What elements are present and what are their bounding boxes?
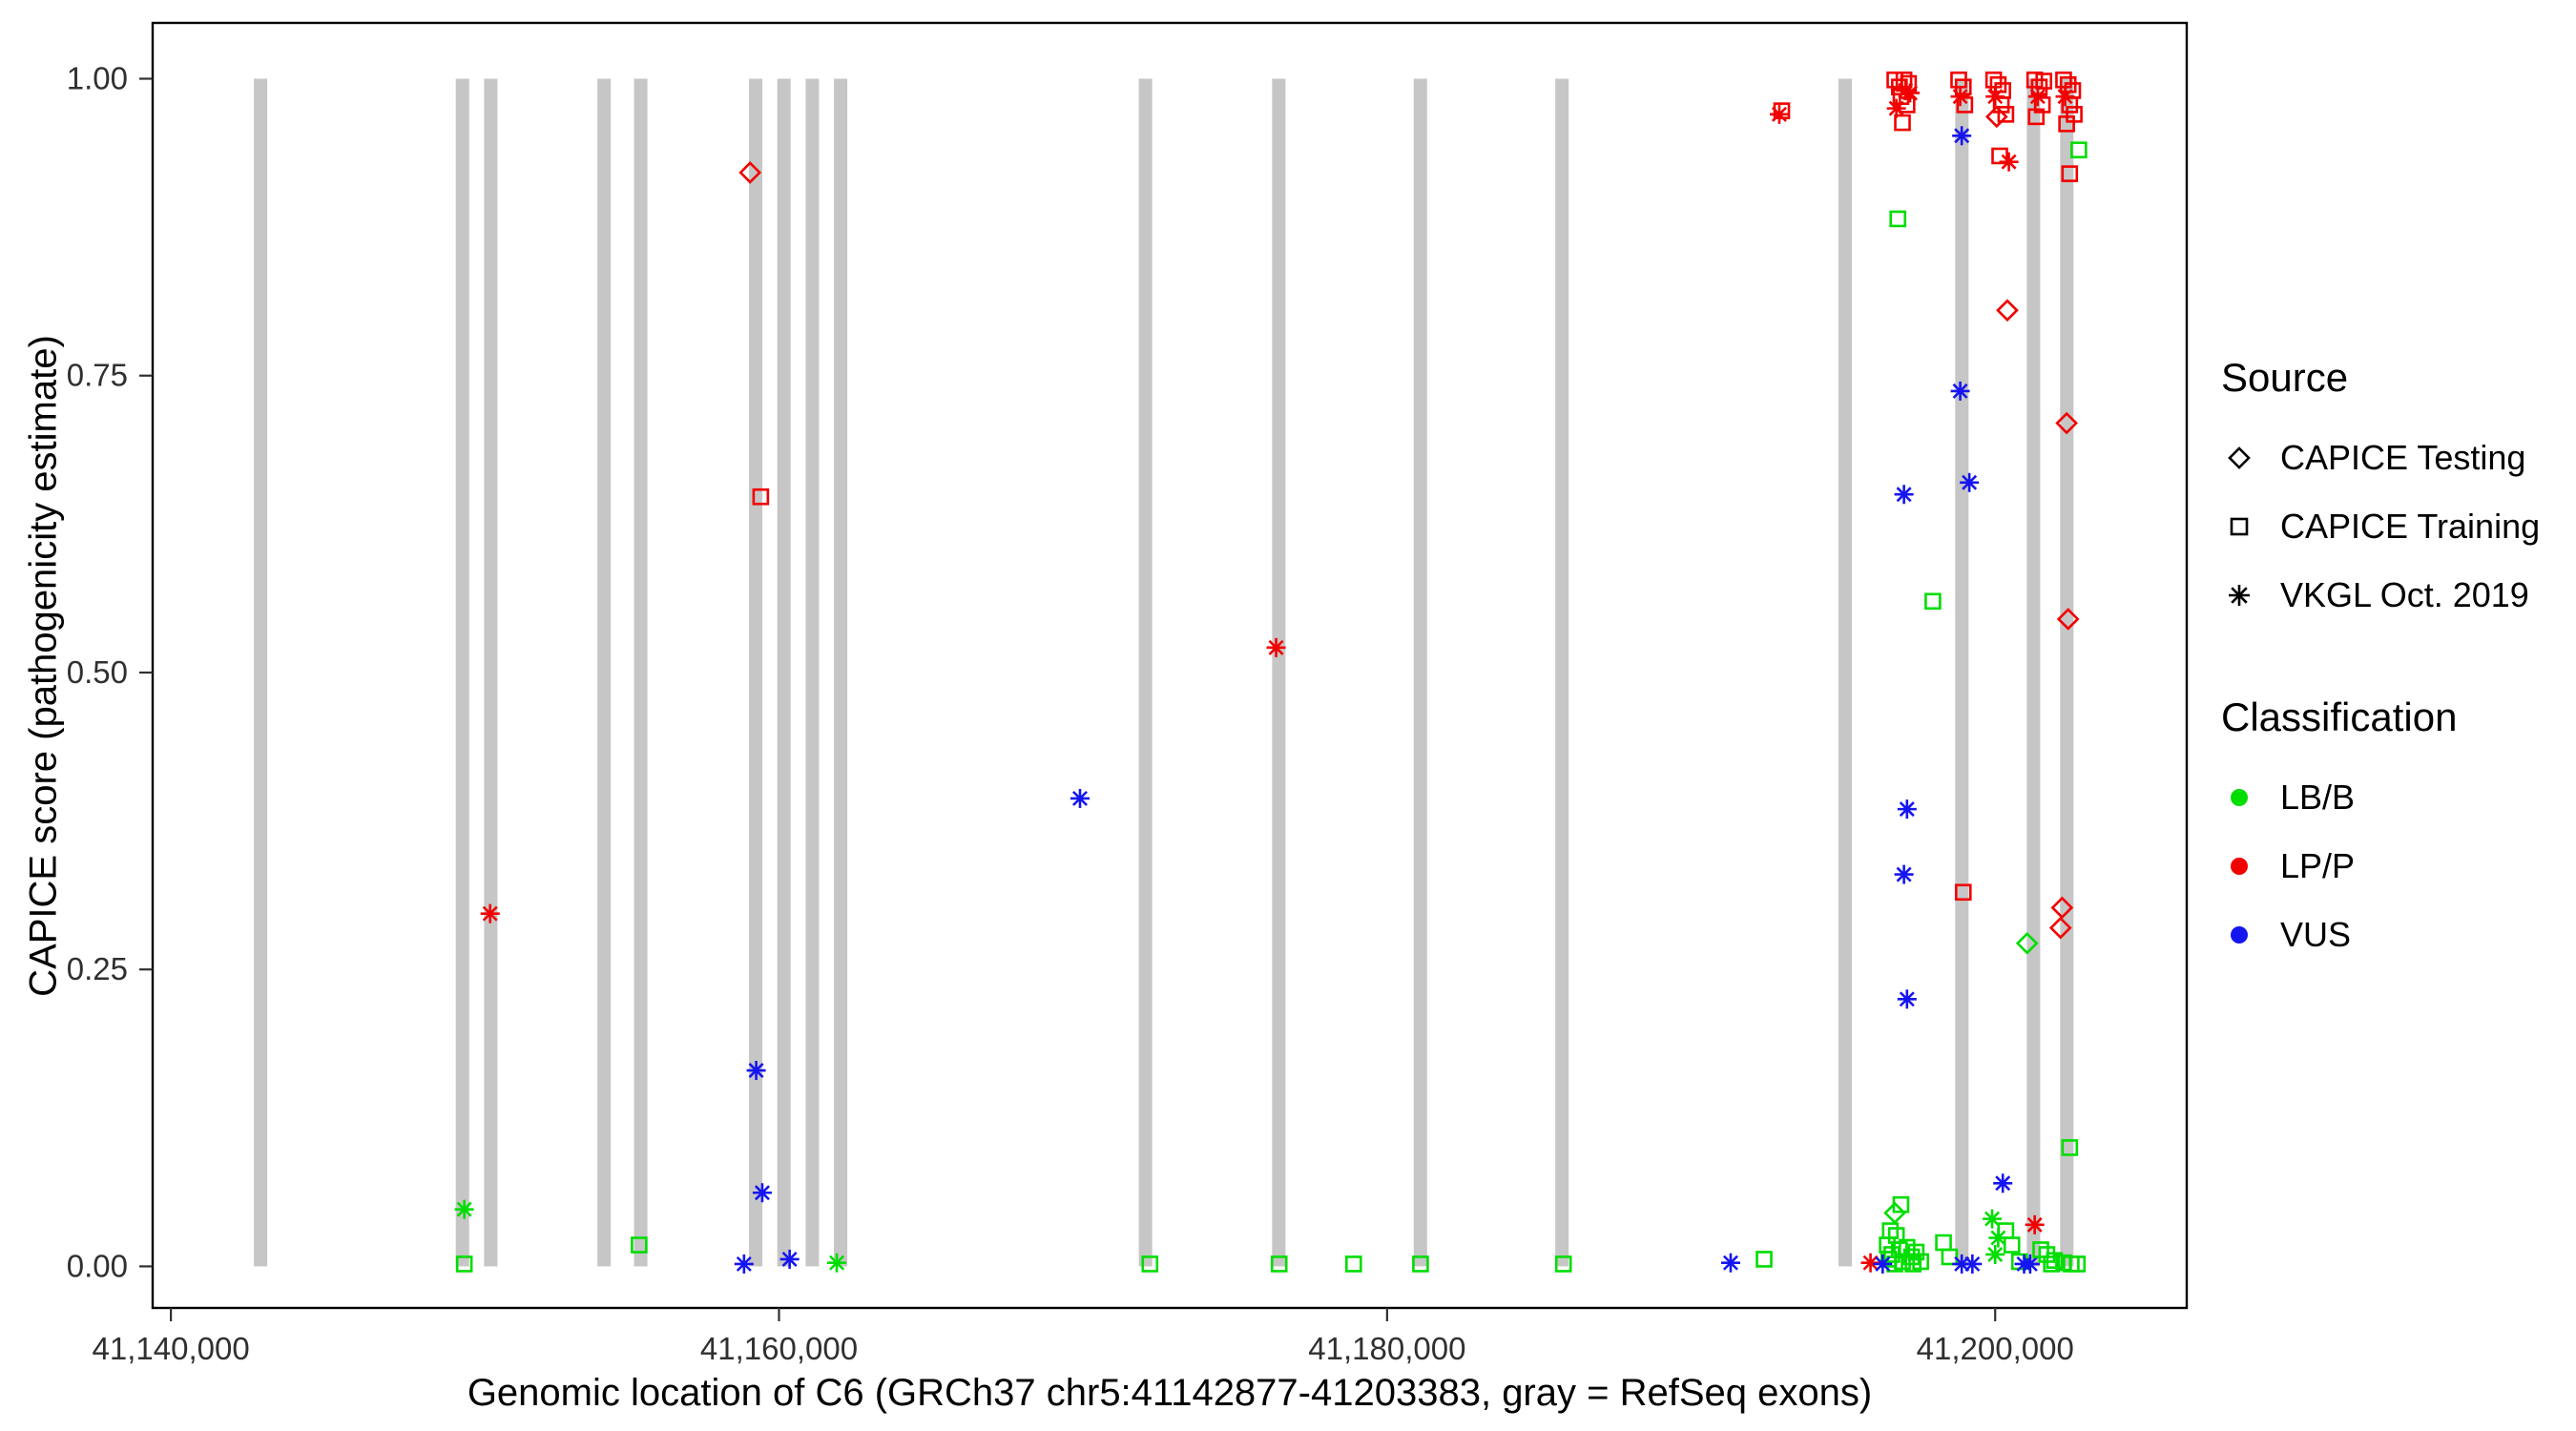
diamond-icon bbox=[2228, 446, 2251, 469]
svg-text:0.50: 0.50 bbox=[67, 654, 128, 690]
y-axis-title: CAPICE score (pathogenicity estimate) bbox=[22, 335, 65, 997]
legend-item-label: CAPICE Testing bbox=[2280, 438, 2526, 477]
legend-item-label: VUS bbox=[2280, 915, 2352, 954]
svg-text:41,140,000: 41,140,000 bbox=[93, 1331, 250, 1366]
legend: Source CAPICE Testing CAPICE Training bbox=[2221, 355, 2540, 969]
legend-item-capice-testing: CAPICE Testing bbox=[2221, 424, 2540, 492]
source-legend: Source CAPICE Testing CAPICE Training bbox=[2221, 355, 2540, 630]
source-legend-title: Source bbox=[2221, 355, 2349, 400]
legend-item-label: LB/B bbox=[2280, 778, 2356, 817]
lbb-dot-icon bbox=[2231, 789, 2248, 806]
svg-text:1.00: 1.00 bbox=[67, 61, 128, 96]
svg-text:0.25: 0.25 bbox=[67, 951, 128, 986]
legend-item-label: LP/P bbox=[2280, 846, 2356, 885]
legend-item-label: VKGL Oct. 2019 bbox=[2280, 575, 2529, 614]
svg-text:0.75: 0.75 bbox=[67, 358, 128, 393]
legend-item-label: CAPICE Training bbox=[2280, 507, 2541, 546]
svg-text:41,200,000: 41,200,000 bbox=[1917, 1331, 2074, 1366]
classification-legend: Classification LB/B LP/P bbox=[2221, 695, 2540, 969]
x-axis-title: Genomic location of C6 (GRCh37 chr5:4114… bbox=[467, 1372, 1873, 1414]
legend-item-vus: VUS bbox=[2221, 901, 2540, 969]
svg-text:41,160,000: 41,160,000 bbox=[700, 1331, 858, 1366]
svg-text:0.00: 0.00 bbox=[67, 1248, 128, 1283]
classification-legend-title: Classification bbox=[2221, 695, 2458, 739]
legend-item-lbb: LB/B bbox=[2221, 763, 2540, 832]
svg-text:41,180,000: 41,180,000 bbox=[1308, 1331, 1465, 1366]
square-icon bbox=[2230, 517, 2249, 536]
lpp-dot-icon bbox=[2231, 858, 2248, 875]
legend-item-lpp: LP/P bbox=[2221, 832, 2540, 901]
legend-item-vkgl: VKGL Oct. 2019 bbox=[2221, 561, 2540, 630]
asterisk-icon bbox=[2229, 585, 2250, 606]
legend-item-capice-training: CAPICE Training bbox=[2221, 492, 2540, 561]
vus-dot-icon bbox=[2231, 926, 2248, 944]
